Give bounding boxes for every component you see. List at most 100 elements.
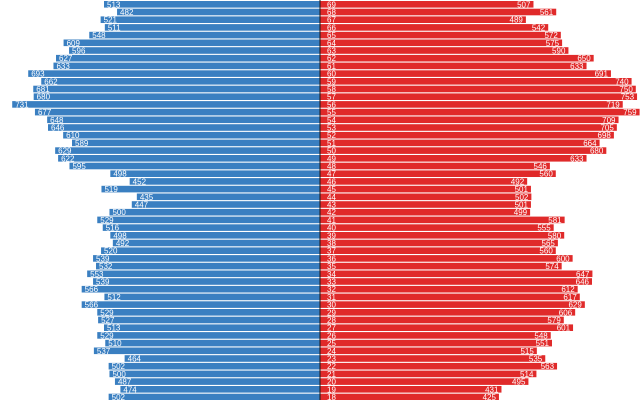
left-value-label: 539 (96, 254, 110, 263)
right-value-label: 575 (546, 39, 560, 48)
left-value-label: 513 (107, 324, 121, 333)
right-bar-age-67 (320, 16, 526, 23)
left-bar-age-57 (33, 93, 321, 100)
left-value-label: 492 (116, 239, 130, 248)
right-bar-age-19 (320, 386, 502, 393)
right-value-label: 590 (552, 47, 566, 56)
right-series-bars (320, 1, 640, 400)
right-bar-age-22 (320, 362, 558, 370)
right-value-label: 606 (559, 308, 573, 317)
right-bar-age-58 (320, 85, 636, 93)
right-value-label: 551 (536, 339, 550, 348)
right-value-label: 502 (515, 193, 529, 202)
right-value-label: 579 (547, 316, 561, 325)
left-bar-age-52 (63, 131, 320, 139)
category-label: 36 (327, 254, 336, 263)
left-value-label: 447 (135, 201, 149, 210)
left-value-label: 633 (56, 62, 70, 71)
category-label: 68 (327, 8, 336, 17)
left-value-label: 622 (61, 154, 75, 163)
left-bar-age-19 (120, 386, 320, 393)
right-value-label: 633 (570, 62, 584, 71)
left-value-label: 498 (113, 231, 127, 240)
left-bar-age-62 (56, 54, 320, 62)
left-value-label: 648 (50, 116, 64, 125)
right-value-label: 507 (517, 0, 531, 9)
left-value-label: 511 (108, 23, 121, 32)
right-bar-age-28 (320, 316, 564, 324)
right-bar-age-20 (320, 378, 529, 385)
left-value-label: 498 (113, 170, 127, 179)
left-bar-age-30 (81, 301, 321, 308)
left-value-label: 627 (59, 54, 73, 63)
right-value-label: 561 (540, 8, 554, 17)
category-label: 19 (327, 385, 336, 394)
category-label: 50 (327, 147, 336, 156)
category-label: 28 (327, 316, 336, 325)
left-bar-age-40 (102, 224, 321, 231)
category-label: 31 (327, 293, 336, 302)
left-value-label: 548 (92, 31, 106, 40)
right-value-label: 514 (520, 370, 534, 379)
right-value-label: 563 (541, 362, 555, 371)
right-value-label: 705 (600, 124, 614, 133)
left-value-label: 693 (31, 70, 45, 79)
category-label: 53 (327, 124, 336, 133)
left-value-label: 435 (140, 193, 154, 202)
right-value-label: 489 (510, 16, 524, 25)
category-label: 43 (327, 201, 336, 210)
category-label: 25 (327, 339, 336, 348)
left-bar-age-28 (98, 316, 320, 324)
right-value-label: 581 (548, 216, 562, 225)
right-bar-age-52 (320, 131, 614, 139)
right-value-label: 650 (577, 54, 591, 63)
left-value-label: 502 (112, 362, 126, 371)
category-label: 29 (327, 308, 336, 317)
category-label: 35 (327, 262, 336, 271)
left-value-label: 595 (72, 162, 86, 171)
left-value-label: 452 (133, 177, 147, 186)
right-bar-age-64 (320, 39, 563, 47)
right-bar-age-34 (320, 270, 593, 278)
category-label: 55 (327, 108, 336, 117)
left-bar-age-27 (104, 324, 320, 331)
category-label: 60 (327, 70, 336, 79)
left-value-label: 464 (128, 355, 142, 364)
category-label: 66 (327, 23, 336, 32)
category-label: 56 (327, 100, 336, 109)
left-bar-age-46 (129, 178, 320, 185)
right-bar-age-27 (320, 324, 574, 331)
right-bar-age-48 (320, 162, 550, 170)
category-label: 48 (327, 162, 336, 171)
right-bar-age-45 (320, 185, 531, 193)
right-bar-age-41 (320, 216, 565, 224)
left-bar-age-37 (101, 247, 320, 254)
right-value-label: 629 (568, 301, 582, 310)
right-bar-age-63 (320, 47, 569, 54)
left-bar-age-54 (47, 116, 320, 124)
category-label: 30 (327, 301, 336, 310)
left-bar-age-50 (55, 147, 320, 154)
right-value-label: 680 (590, 147, 604, 156)
left-bar-age-18 (108, 393, 320, 400)
category-label: 26 (327, 331, 336, 340)
right-bar-age-36 (320, 255, 573, 262)
category-label: 67 (327, 16, 336, 25)
category-label: 32 (327, 285, 336, 294)
right-value-label: 574 (545, 262, 559, 271)
right-bar-age-47 (320, 170, 556, 177)
right-value-label: 759 (623, 108, 637, 117)
left-bar-age-58 (33, 85, 320, 93)
right-bar-age-49 (320, 155, 587, 162)
left-value-label: 532 (99, 262, 113, 271)
right-bar-age-23 (320, 355, 546, 362)
left-bar-age-26 (97, 332, 320, 339)
right-bar-age-30 (320, 301, 585, 308)
category-label: 62 (327, 54, 336, 63)
left-value-label: 539 (96, 278, 110, 287)
right-value-label: 740 (615, 77, 629, 86)
left-value-label: 519 (104, 185, 118, 194)
left-value-label: 500 (112, 208, 126, 217)
left-value-label: 529 (100, 308, 114, 317)
